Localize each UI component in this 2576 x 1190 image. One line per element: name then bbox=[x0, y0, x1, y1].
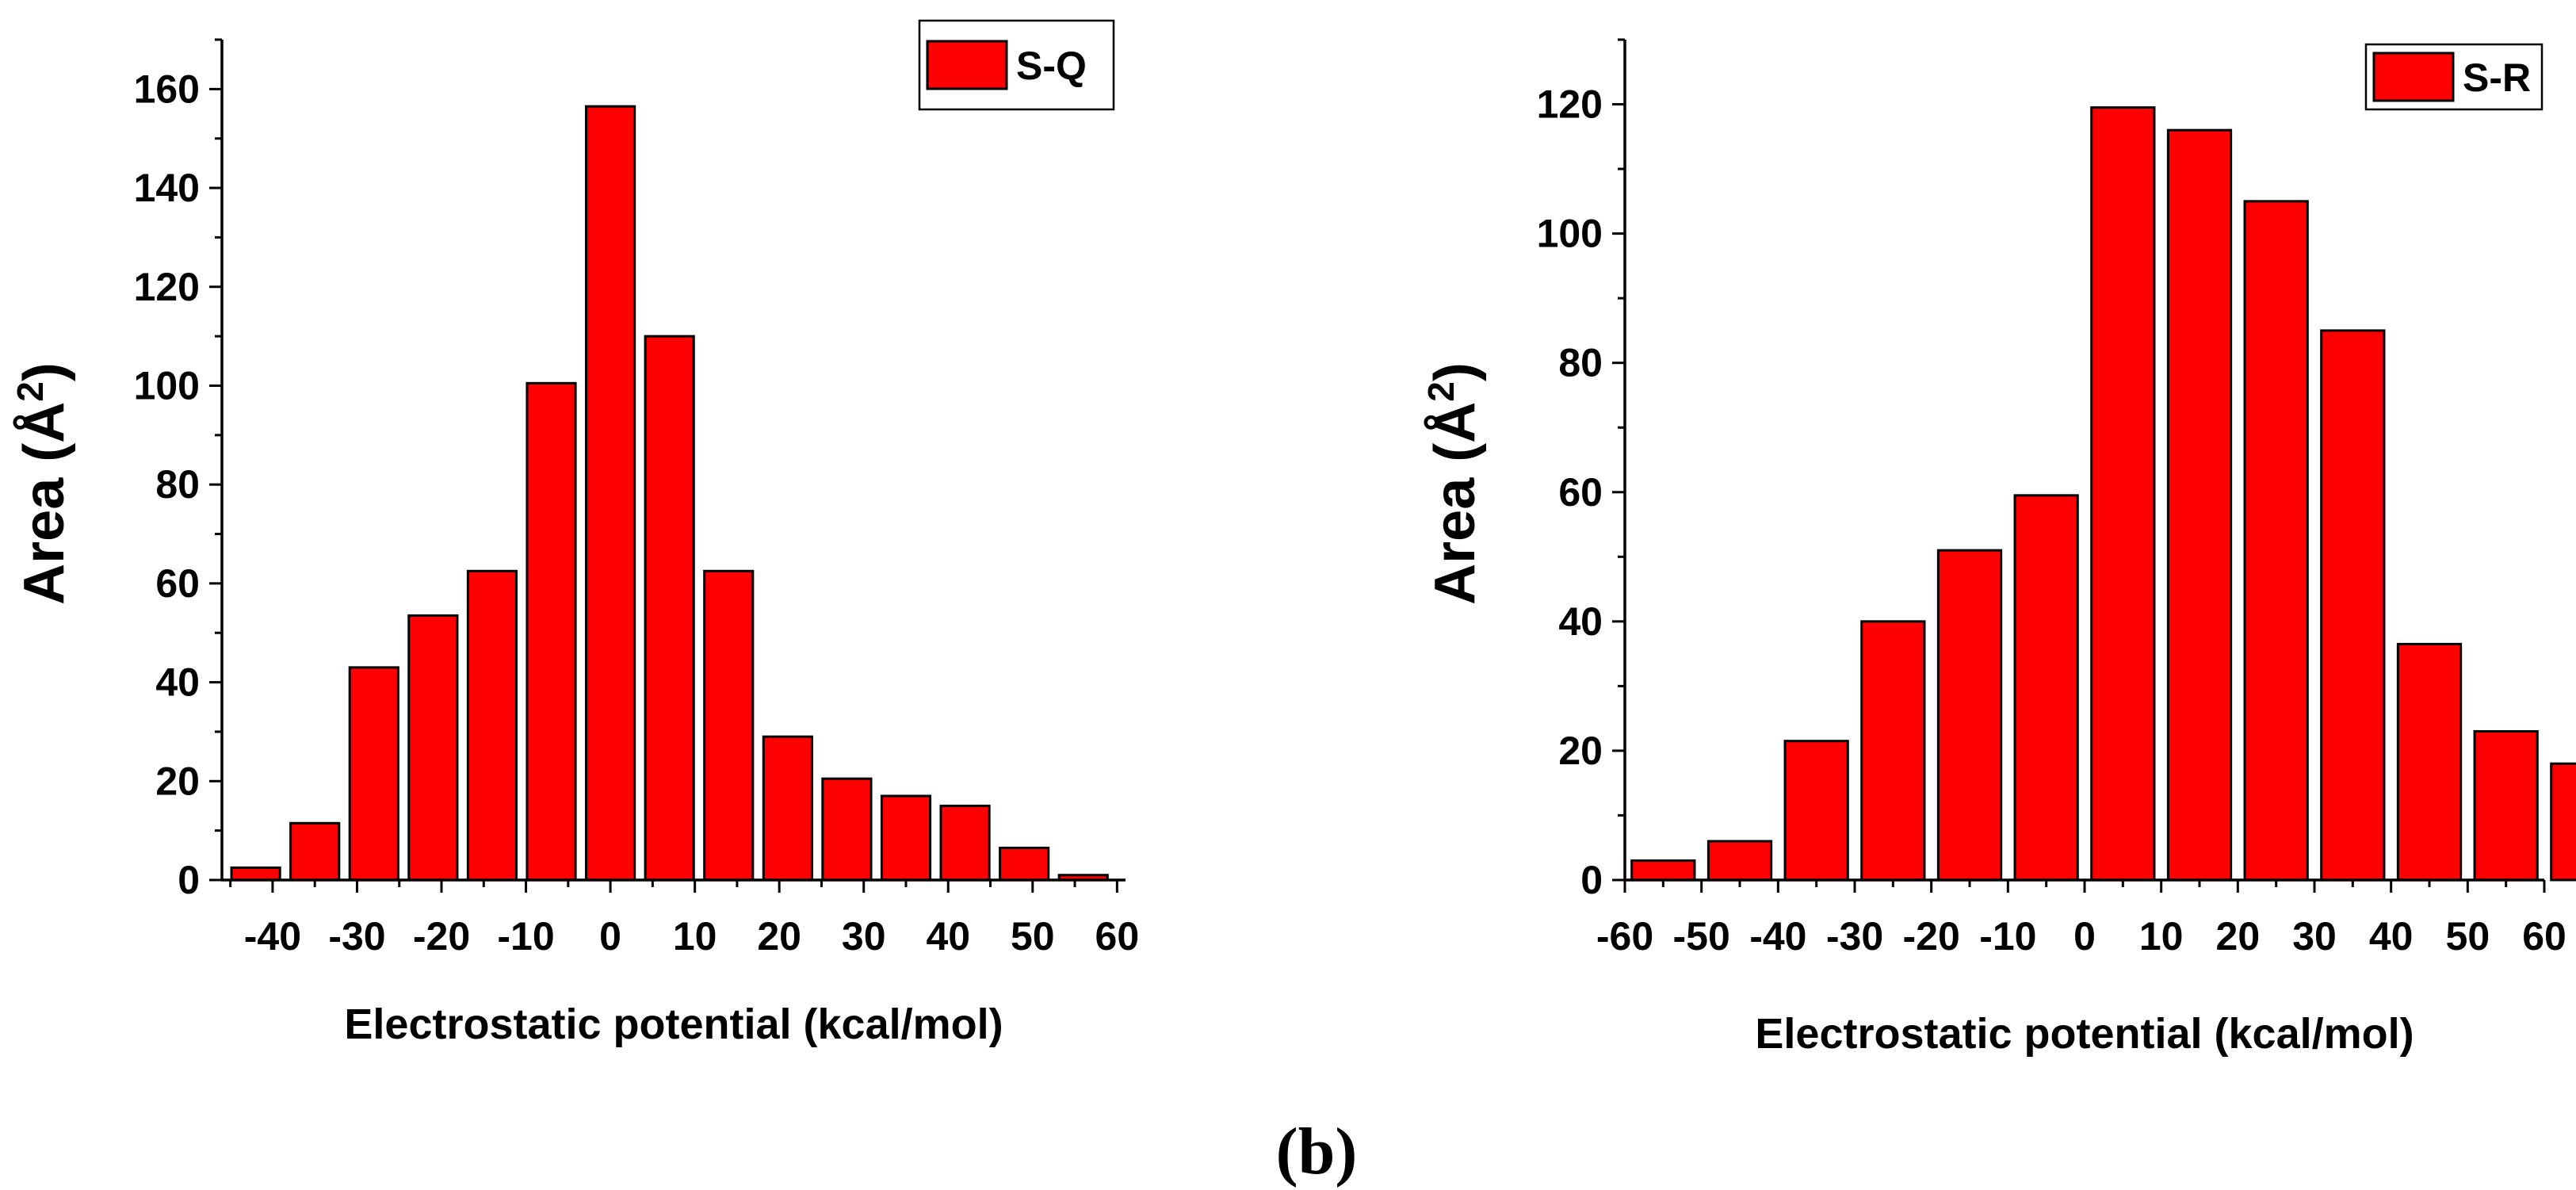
bar-s-r-3 bbox=[1860, 620, 1926, 882]
y-tick-label-s-r-2: 40 bbox=[1558, 599, 1603, 644]
chart-s-q: -40 -30 -20 -10 0 10 20 30 40 50 60 0 20 40 60 80 100 12… bbox=[10, 19, 1140, 1048]
bar-s-r-4 bbox=[1936, 549, 2003, 882]
bar-s-q-8 bbox=[703, 569, 755, 882]
y-axis-title-s-q: Area (Å2) bbox=[10, 362, 76, 605]
bar-s-q-12 bbox=[939, 804, 991, 882]
bars-s-q bbox=[230, 105, 1109, 882]
y-tick-label-s-r-3: 60 bbox=[1558, 470, 1603, 515]
y-axis-title-s-r: Area (Å2) bbox=[1420, 362, 1487, 605]
bar-s-q-0 bbox=[230, 866, 281, 882]
bar-s-r-8 bbox=[2243, 200, 2309, 882]
legend-swatch-s-r bbox=[2372, 52, 2455, 102]
bar-s-q-4 bbox=[466, 569, 518, 882]
y-tick-label-s-r-6: 120 bbox=[1537, 82, 1603, 127]
legend-s-q: S-Q bbox=[918, 19, 1115, 111]
legend-s-r: S-R bbox=[2364, 43, 2544, 111]
legend-label-s-q: S-Q bbox=[1016, 44, 1087, 88]
bar-s-r-2 bbox=[1783, 740, 1849, 882]
bar-s-q-7 bbox=[644, 335, 695, 882]
y-tick-label-s-q-0: 0 bbox=[178, 858, 200, 902]
bar-s-q-1 bbox=[289, 821, 341, 882]
y-tick-label-s-q-5: 100 bbox=[134, 363, 200, 408]
x-tick-label-s-q-1: -30 bbox=[328, 914, 385, 959]
y-tick-label-s-r-1: 20 bbox=[1558, 729, 1603, 773]
x-tick-label-s-r-10: 40 bbox=[2369, 914, 2414, 959]
x-ticks-s-r: -60 -50 -40 -30 -20 -10 0 10 20 30 40 50 60 bbox=[1596, 880, 2566, 959]
bar-s-r-0 bbox=[1630, 859, 1696, 882]
y-ticks-s-q: 0 20 40 60 80 100 120 140 160 bbox=[134, 38, 222, 902]
bar-s-q-3 bbox=[407, 614, 459, 882]
y-tick-label-s-q-4: 80 bbox=[155, 462, 200, 507]
x-tick-label-s-r-7: 10 bbox=[2139, 914, 2184, 959]
bar-s-q-9 bbox=[762, 735, 813, 882]
bar-s-r-10 bbox=[2396, 642, 2463, 882]
x-tick-label-s-r-5: -10 bbox=[1979, 914, 2036, 959]
y-tick-label-s-r-5: 100 bbox=[1537, 212, 1603, 256]
bar-s-r-5 bbox=[2013, 494, 2079, 882]
x-tick-label-s-q-10: 60 bbox=[1095, 914, 1140, 959]
x-tick-label-s-q-7: 30 bbox=[842, 914, 886, 959]
x-tick-label-s-q-3: -10 bbox=[497, 914, 554, 959]
x-tick-label-s-r-9: 30 bbox=[2292, 914, 2337, 959]
x-ticks-s-q: -40 -30 -20 -10 0 10 20 30 40 50 60 bbox=[229, 880, 1140, 959]
x-tick-label-s-q-4: 0 bbox=[599, 914, 621, 959]
axes-s-q bbox=[220, 40, 1126, 882]
y-ticks-s-r: 0 20 40 60 80 100 120 bbox=[1537, 38, 1625, 902]
bar-s-r-12 bbox=[2550, 762, 2576, 882]
y-tick-label-s-q-1: 20 bbox=[155, 759, 200, 803]
x-tick-label-s-q-0: -40 bbox=[244, 914, 301, 959]
chart-s-r: -60 -50 -40 -30 -20 -10 0 10 20 30 40 50 60 0 20 40 60 8… bbox=[1420, 38, 2576, 1058]
x-tick-label-s-r-6: 0 bbox=[2073, 914, 2096, 959]
bar-s-q-13 bbox=[999, 846, 1050, 882]
bar-s-q-10 bbox=[821, 777, 873, 882]
legend-box-s-q bbox=[918, 19, 1115, 111]
y-tick-label-s-q-6: 120 bbox=[134, 265, 200, 309]
bar-s-r-1 bbox=[1707, 840, 1773, 882]
bar-s-q-2 bbox=[348, 666, 399, 882]
bar-s-r-7 bbox=[2166, 128, 2233, 882]
x-tick-label-s-r-3: -30 bbox=[1826, 914, 1883, 959]
bar-s-q-6 bbox=[585, 105, 636, 882]
x-tick-label-s-r-12: 60 bbox=[2522, 914, 2566, 959]
y-tick-label-s-q-2: 40 bbox=[155, 660, 200, 705]
bar-s-r-11 bbox=[2473, 729, 2539, 882]
x-tick-label-s-r-1: -50 bbox=[1673, 914, 1730, 959]
y-tick-label-s-r-4: 80 bbox=[1558, 341, 1603, 385]
x-tick-label-s-r-4: -20 bbox=[1903, 914, 1960, 959]
bar-s-q-11 bbox=[880, 794, 932, 882]
x-tick-label-s-q-2: -20 bbox=[413, 914, 470, 959]
y-tick-label-s-q-7: 140 bbox=[134, 166, 200, 210]
legend-swatch-s-q bbox=[926, 40, 1008, 90]
y-tick-label-s-q-8: 160 bbox=[134, 67, 200, 111]
figure-caption: (b) bbox=[1276, 1115, 1358, 1188]
y-tick-label-s-r-0: 0 bbox=[1580, 858, 1603, 902]
bar-s-r-6 bbox=[2090, 106, 2156, 882]
legend-label-s-r: S-R bbox=[2463, 55, 2531, 100]
x-tick-label-s-r-0: -60 bbox=[1596, 914, 1653, 959]
x-axis-title-s-r: Electrostatic potential (kcal/mol) bbox=[1755, 1010, 2414, 1058]
bar-s-r-9 bbox=[2320, 329, 2386, 882]
x-tick-label-s-r-11: 50 bbox=[2446, 914, 2490, 959]
x-tick-label-s-q-8: 40 bbox=[926, 914, 970, 959]
x-tick-label-s-q-6: 20 bbox=[757, 914, 801, 959]
x-tick-label-s-q-5: 10 bbox=[673, 914, 717, 959]
x-axis-title-s-q: Electrostatic potential (kcal/mol) bbox=[344, 1001, 1003, 1048]
bars-s-r bbox=[1630, 106, 2576, 882]
bar-s-q-5 bbox=[526, 381, 577, 882]
x-tick-label-s-r-8: 20 bbox=[2216, 914, 2261, 959]
x-tick-label-s-q-9: 50 bbox=[1011, 914, 1055, 959]
y-tick-label-s-q-3: 60 bbox=[155, 561, 200, 606]
x-tick-label-s-r-2: -40 bbox=[1749, 914, 1806, 959]
